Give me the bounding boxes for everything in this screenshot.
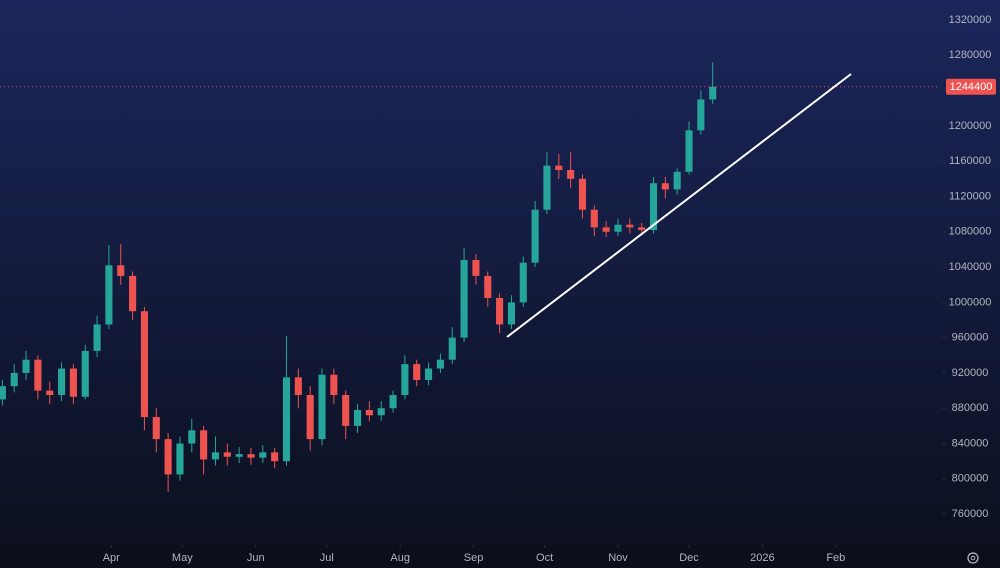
candle-body	[413, 364, 421, 381]
candle-body	[330, 374, 338, 396]
candle-body	[543, 165, 551, 210]
x-tick-label: May	[172, 552, 193, 564]
candle-body	[709, 86, 717, 100]
candle-body	[93, 324, 101, 351]
candle-body	[496, 297, 504, 325]
candle-body	[223, 452, 231, 457]
candle-body	[531, 209, 539, 263]
candle-body	[614, 224, 622, 232]
candle-body	[448, 337, 456, 360]
y-tick-label: 760000	[952, 508, 989, 520]
x-tick-label: Aug	[390, 552, 410, 564]
y-tick-label: 1280000	[949, 49, 992, 61]
candle-body	[140, 311, 148, 418]
y-tick-label: 800000	[952, 473, 989, 485]
candle-body	[365, 410, 373, 416]
candle-body	[342, 395, 350, 426]
candle-body	[519, 262, 527, 303]
candle-body	[578, 178, 587, 210]
y-tick-label: 1160000	[949, 155, 991, 167]
x-tick-label: Jul	[320, 552, 334, 564]
candle-body	[555, 165, 563, 171]
candle-body	[626, 224, 634, 228]
candle-body	[673, 171, 681, 190]
y-tick-label: 920000	[952, 367, 989, 379]
candle-body	[46, 390, 54, 396]
candle-body	[401, 364, 409, 396]
candle-body	[176, 443, 184, 475]
candle-body	[81, 350, 89, 397]
candle-body	[271, 452, 279, 462]
x-tick-label: Sep	[464, 552, 484, 564]
candle-body	[638, 227, 646, 231]
candle-body	[436, 359, 444, 369]
settings-icon[interactable]	[967, 552, 979, 564]
candle-body	[235, 454, 243, 457]
candle-body	[507, 302, 515, 325]
time-axis-strip	[0, 545, 1000, 568]
x-tick-label: Feb	[826, 552, 845, 564]
candle-body	[318, 374, 326, 440]
x-tick-label: Nov	[608, 552, 628, 564]
candle-body	[259, 452, 267, 458]
last-price-label: 1244400	[950, 81, 993, 93]
x-tick-label: Apr	[103, 552, 120, 564]
candle-body	[685, 130, 693, 172]
last-price-box	[946, 78, 996, 95]
trend-line[interactable]	[506, 73, 852, 338]
y-tick-label: 960000	[952, 332, 989, 344]
candle-body	[425, 368, 433, 381]
x-tick-label: Oct	[536, 552, 553, 564]
plot	[0, 62, 940, 493]
candle-body	[590, 209, 598, 228]
y-tick-label: 840000	[952, 437, 989, 449]
y-tick-label: 1200000	[949, 120, 992, 132]
candle-body	[188, 430, 196, 444]
y-tick-label: 880000	[952, 402, 989, 414]
candle-body	[306, 395, 314, 440]
candle-body	[0, 386, 6, 400]
candle-body	[117, 265, 125, 276]
x-tick-label: Dec	[679, 552, 699, 564]
candle-body	[484, 275, 492, 298]
candle-body	[22, 359, 30, 373]
candle-body	[69, 368, 77, 397]
candle-body	[460, 260, 468, 338]
candle-body	[10, 372, 18, 387]
candle-body	[294, 377, 302, 396]
candle-body	[353, 410, 362, 426]
candle-body	[58, 368, 66, 396]
candle-body	[211, 452, 220, 460]
candle-body	[661, 183, 669, 190]
candle-body	[567, 170, 575, 179]
candle-body	[129, 275, 137, 312]
candle-body	[472, 260, 480, 276]
axes: 760000 800000 840000 880000 920000 960000 1000…	[103, 14, 996, 564]
y-tick-label: 1320000	[949, 14, 992, 26]
candle-body	[649, 183, 658, 231]
candle-body	[34, 359, 42, 391]
candle-body	[247, 454, 255, 458]
candle-body	[164, 439, 172, 475]
y-tick-label: 1080000	[949, 226, 992, 238]
candle-body	[282, 377, 291, 462]
y-tick-label: 1000000	[949, 296, 992, 308]
candle-body	[602, 227, 610, 232]
candle-body	[200, 430, 208, 460]
candle-body	[152, 417, 160, 440]
candle-body	[389, 395, 397, 409]
y-tick-label: 1120000	[949, 190, 991, 202]
y-tick-label: 1040000	[949, 261, 992, 273]
x-tick-label: 2026	[750, 552, 774, 564]
candle-body	[377, 408, 385, 416]
candle-body	[697, 99, 705, 131]
candle-body	[105, 265, 113, 325]
x-tick-label: Jun	[247, 552, 265, 564]
